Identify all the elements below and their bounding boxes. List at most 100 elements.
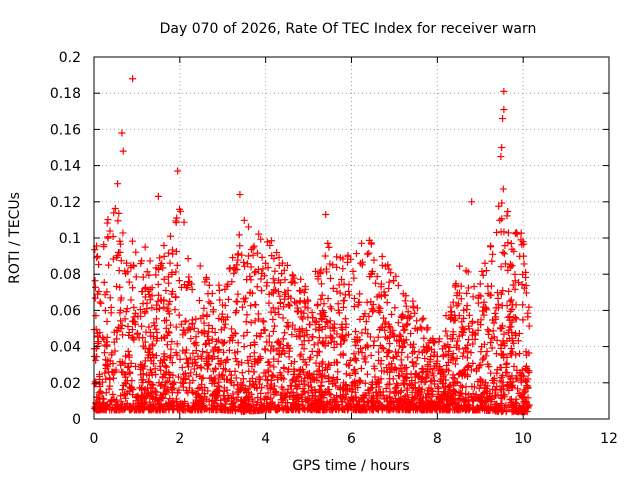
data-point [407,312,415,320]
data-point [110,338,118,346]
data-point [339,303,347,311]
data-point [391,304,399,312]
y-tick-label: 0.08 [50,267,81,283]
data-point [315,326,323,334]
data-point [329,380,337,388]
data-point [361,310,369,318]
data-point [465,311,473,319]
data-point [351,380,359,388]
data-point [97,403,105,411]
data-point [326,274,334,282]
data-point [221,338,229,346]
data-point [117,398,125,406]
data-point [420,378,428,386]
data-point [142,393,150,401]
data-point [513,375,521,383]
data-point [525,303,533,311]
data-point [381,291,389,299]
data-point [301,380,309,388]
data-point [325,243,333,251]
data-point [254,310,262,318]
data-point [296,370,304,378]
data-point [278,259,286,267]
data-point [263,238,271,246]
data-point [411,309,419,317]
data-point [506,378,514,386]
data-point [260,369,268,377]
data-point [269,316,277,324]
data-point [394,319,402,327]
data-point [384,380,392,388]
data-point [184,359,192,367]
data-point [311,376,319,384]
data-point [167,345,175,353]
data-point [451,316,459,324]
data-point [459,352,467,360]
data-point [288,271,296,279]
data-point [374,398,382,406]
data-point [211,343,219,351]
data-point [303,331,311,339]
data-point [106,294,114,302]
data-point [454,300,462,308]
data-point [503,359,511,367]
data-point [484,289,492,297]
data-point [509,384,517,392]
data-point [413,406,421,414]
data-point [442,312,450,320]
data-point [268,237,276,245]
data-point [361,325,369,333]
data-point [451,375,459,383]
data-point [372,279,380,287]
data-point [377,283,385,291]
data-point [489,385,497,393]
data-point [474,326,482,334]
data-point [198,380,206,388]
data-point [224,355,232,363]
data-point [492,407,500,415]
data-point [404,308,412,316]
data-point [399,344,407,352]
data-point [211,403,219,411]
data-point [160,356,168,364]
data-point [385,265,393,273]
data-point [463,371,471,379]
data-point [168,269,176,277]
data-point [447,315,455,323]
data-point [314,300,322,308]
data-point [108,368,116,376]
data-point [418,349,426,357]
data-point [121,379,129,387]
data-point [321,372,329,380]
data-point [409,297,417,305]
data-point [205,281,213,289]
data-point [223,313,231,321]
data-point [352,341,360,349]
data-point [372,378,380,386]
data-point [106,375,114,383]
data-point [419,394,427,402]
data-point [376,326,384,334]
data-point [200,319,208,327]
data-point [178,364,186,372]
data-point [162,405,170,413]
data-point [217,326,225,334]
data-point [129,261,137,269]
data-point [425,384,433,392]
data-point [355,348,363,356]
data-point [226,264,234,272]
data-point [480,340,488,348]
data-point [287,294,295,302]
data-point [525,367,533,375]
data-point [151,322,159,330]
data-point [506,316,514,324]
data-point [185,273,193,281]
data-point [251,269,259,277]
data-point [339,405,347,413]
data-point [446,399,454,407]
data-point [297,275,305,283]
data-point [103,288,111,296]
data-point [129,75,137,83]
data-point [235,231,243,239]
data-point [113,396,121,404]
